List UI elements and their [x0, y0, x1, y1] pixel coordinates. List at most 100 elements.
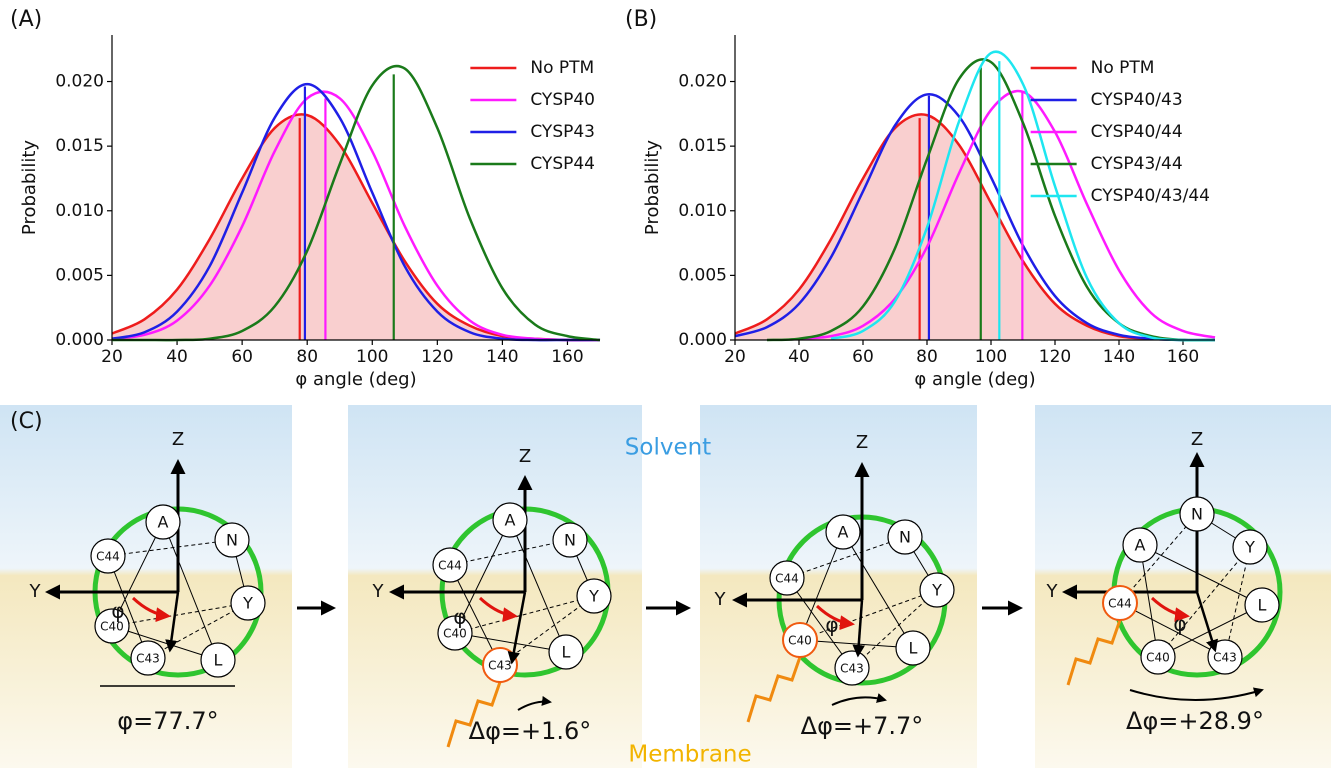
- residue: [432, 547, 468, 583]
- bond: [799, 639, 914, 649]
- residue: [769, 560, 805, 596]
- helix-wheel: Z Y A N Y L C43 C40 C44 φ Δφ=+7.7°: [714, 432, 955, 740]
- residue-label: Y: [931, 581, 942, 600]
- residue-label: C44: [1108, 597, 1132, 611]
- bond: [799, 531, 844, 641]
- rotation-arrow: [831, 693, 887, 706]
- legend: No PTM CYSP40/43 CYSP40/44 CYSP43/44 CYSP40/…: [1030, 58, 1210, 206]
- residue: [1102, 585, 1138, 621]
- phi-arc: [1150, 596, 1190, 623]
- residue-label: C43: [1213, 651, 1237, 665]
- residue: [94, 608, 130, 644]
- residue-label: Y: [242, 594, 253, 613]
- residue-label: C44: [96, 550, 120, 564]
- legend-label: CYSP43/44: [1091, 154, 1183, 174]
- orientation-vector: [507, 591, 527, 665]
- panel-label: (A): [10, 7, 42, 32]
- legend-label: No PTM: [530, 58, 594, 78]
- residue: [825, 514, 861, 550]
- angle-label: Δφ=+1.6°: [469, 717, 592, 745]
- bond: [1139, 544, 1263, 606]
- residue: [552, 522, 588, 558]
- residue: [919, 572, 955, 608]
- y-label: Y: [372, 581, 385, 602]
- phi-label: φ: [825, 613, 838, 637]
- x-tick-label: 160: [551, 347, 583, 367]
- residue: [834, 650, 870, 686]
- lipid-chain: [1066, 619, 1122, 686]
- residue-label: A: [1135, 536, 1146, 555]
- phi-arc: [478, 596, 518, 623]
- y-axis-label: Probability: [19, 140, 40, 235]
- residue: [230, 585, 266, 621]
- residue-label: C44: [438, 559, 462, 573]
- residue-label: C40: [1146, 651, 1170, 665]
- z-label: Z: [1191, 429, 1203, 450]
- residue: [200, 642, 236, 678]
- helix-wheel: Z Y A N Y L C43 C40 C44 φ Δφ=+28.9°: [1046, 429, 1283, 735]
- x-tick-label: 40: [166, 347, 188, 367]
- bond: [786, 577, 853, 669]
- x-tick-label: 100: [356, 347, 388, 367]
- residue: [782, 622, 818, 658]
- bond: [842, 531, 914, 649]
- bond: [111, 521, 164, 627]
- bond: [1157, 546, 1251, 658]
- helix-wheel: Z Y A N Y L C43 C40 C44 φ φ=77.7°: [29, 429, 266, 735]
- legend-label: CYSP40/43: [1091, 90, 1183, 110]
- residue: [548, 634, 584, 670]
- residue-label: C40: [100, 620, 124, 634]
- bond: [799, 589, 938, 641]
- rotation-arrow: [517, 695, 552, 711]
- residue-label: C43: [136, 652, 160, 666]
- line: [830, 50, 1216, 342]
- z-label: Z: [856, 432, 868, 453]
- residue: [90, 538, 126, 574]
- residue-label: C40: [443, 627, 467, 641]
- bond: [147, 602, 249, 659]
- residue-label: C40: [788, 634, 812, 648]
- bond: [454, 519, 511, 634]
- x-tick-label: 60: [852, 347, 874, 367]
- bond: [107, 555, 149, 659]
- y-label: Y: [29, 581, 42, 602]
- residue: [1179, 496, 1215, 532]
- bond: [509, 519, 567, 653]
- x-tick-label: 80: [916, 347, 938, 367]
- orientation-vector: [165, 591, 180, 653]
- residue: [145, 504, 181, 540]
- y-tick-label: 0.015: [678, 136, 727, 156]
- residue-label: A: [158, 513, 169, 532]
- residue-label: L: [1258, 596, 1267, 615]
- bond: [851, 589, 938, 669]
- orientation-vector: [852, 599, 865, 658]
- residue: [437, 615, 473, 651]
- rotation-arrow: [1129, 687, 1264, 701]
- y-tick-label: 0.005: [678, 265, 727, 285]
- residue-label: N: [899, 528, 911, 547]
- bond: [454, 595, 595, 634]
- y-label: Y: [1046, 581, 1059, 602]
- residue-label: L: [909, 639, 918, 658]
- residue: [214, 522, 250, 558]
- solvent-label: Solvent: [625, 435, 711, 461]
- legend-label: No PTM: [1091, 58, 1155, 78]
- z-label: Z: [172, 429, 184, 450]
- x-tick-label: 120: [1039, 347, 1071, 367]
- residue: [895, 630, 931, 666]
- panel-label: (B): [625, 7, 657, 32]
- z-label: Z: [519, 446, 531, 467]
- y-tick-label: 0.020: [678, 72, 727, 92]
- x-axis-label: φ angle (deg): [914, 369, 1035, 390]
- legend-label: CYSP43: [530, 122, 595, 142]
- residue-label: L: [214, 651, 223, 670]
- residue-label: N: [226, 531, 238, 550]
- legend-label: CYSP40/43/44: [1091, 186, 1210, 206]
- y-tick-label: 0.015: [55, 136, 104, 156]
- residue-label: Y: [1244, 538, 1255, 557]
- legend: No PTM CYSP40 CYSP43 CYSP44: [470, 58, 595, 174]
- x-axis-label: φ angle (deg): [295, 369, 416, 390]
- angle-label: Δφ=+28.9°: [1126, 707, 1264, 735]
- y-tick-label: 0.020: [55, 72, 104, 92]
